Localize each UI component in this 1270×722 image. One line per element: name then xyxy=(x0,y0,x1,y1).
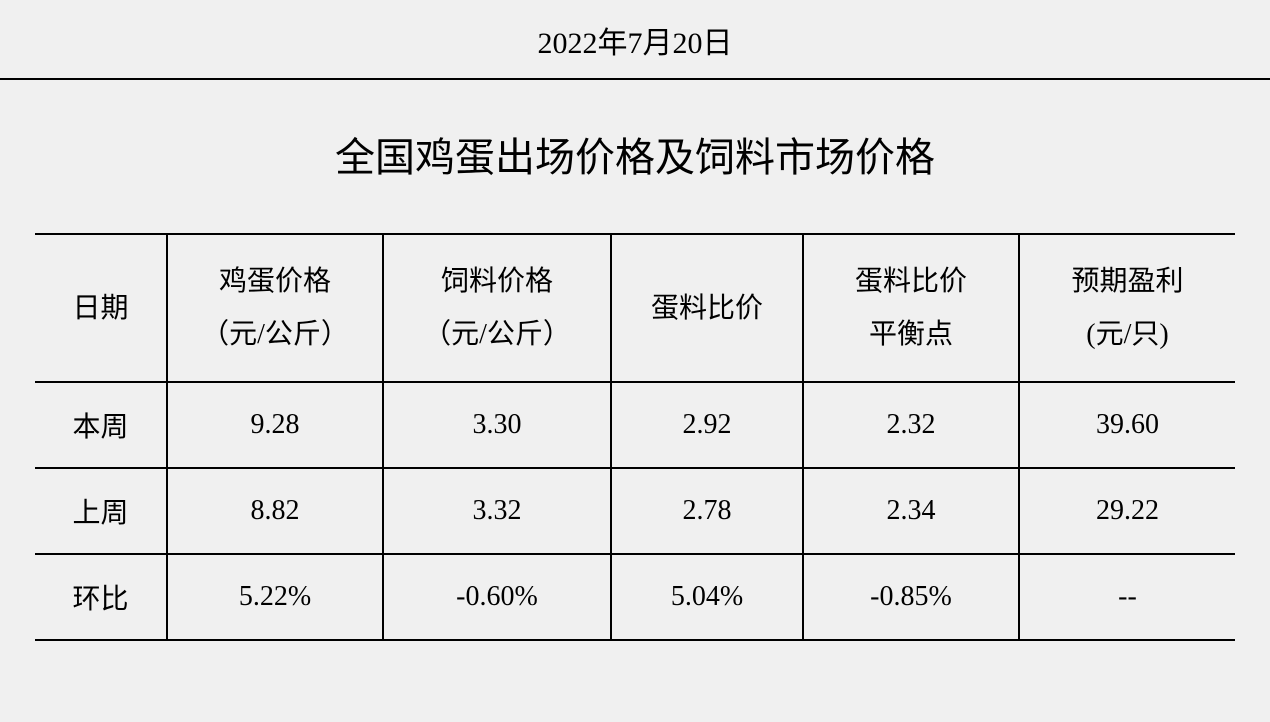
cell-feed-price: -0.60% xyxy=(383,554,611,640)
table-row: 上周 8.82 3.32 2.78 2.34 29.22 xyxy=(35,468,1235,554)
cell-ratio: 5.04% xyxy=(611,554,803,640)
cell-profit: 39.60 xyxy=(1019,382,1235,468)
col-header-feed-price: 饲料价格 （元/公斤） xyxy=(383,234,611,382)
col-header-egg-price: 鸡蛋价格 （元/公斤） xyxy=(167,234,383,382)
cell-egg-price: 8.82 xyxy=(167,468,383,554)
header-label: 蛋料比价 xyxy=(651,293,763,324)
table-row: 环比 5.22% -0.60% 5.04% -0.85% -- xyxy=(35,554,1235,640)
col-header-profit: 预期盈利 (元/只) xyxy=(1019,234,1235,382)
cell-balance: 2.32 xyxy=(803,382,1019,468)
header-label-line2: (元/只) xyxy=(1086,319,1168,350)
cell-profit: -- xyxy=(1019,554,1235,640)
header-label-line1: 鸡蛋价格 xyxy=(219,266,331,297)
header-label-line2: （元/公斤） xyxy=(201,319,349,350)
cell-balance: 2.34 xyxy=(803,468,1019,554)
page-title: 全国鸡蛋出场价格及饲料市场价格 xyxy=(0,80,1270,233)
cell-egg-price: 5.22% xyxy=(167,554,383,640)
col-header-balance: 蛋料比价 平衡点 xyxy=(803,234,1019,382)
header-label-line1: 饲料价格 xyxy=(441,266,553,297)
cell-egg-price: 9.28 xyxy=(167,382,383,468)
header-label-line1: 蛋料比价 xyxy=(855,266,967,297)
price-table: 日期 鸡蛋价格 （元/公斤） 饲料价格 （元/公斤） 蛋料比价 蛋料比价 平衡点 xyxy=(35,233,1235,641)
cell-feed-price: 3.32 xyxy=(383,468,611,554)
row-label: 环比 xyxy=(35,554,167,640)
col-header-ratio: 蛋料比价 xyxy=(611,234,803,382)
header-label-line2: （元/公斤） xyxy=(423,319,571,350)
table-header-row: 日期 鸡蛋价格 （元/公斤） 饲料价格 （元/公斤） 蛋料比价 蛋料比价 平衡点 xyxy=(35,234,1235,382)
cell-ratio: 2.92 xyxy=(611,382,803,468)
table-row: 本周 9.28 3.30 2.92 2.32 39.60 xyxy=(35,382,1235,468)
date-header: 2022年7月20日 xyxy=(0,0,1270,80)
cell-ratio: 2.78 xyxy=(611,468,803,554)
cell-profit: 29.22 xyxy=(1019,468,1235,554)
row-label: 上周 xyxy=(35,468,167,554)
header-label-line1: 预期盈利 xyxy=(1071,266,1183,297)
col-header-date: 日期 xyxy=(35,234,167,382)
table-container: 日期 鸡蛋价格 （元/公斤） 饲料价格 （元/公斤） 蛋料比价 蛋料比价 平衡点 xyxy=(0,233,1270,641)
header-label-line2: 平衡点 xyxy=(869,319,953,350)
cell-balance: -0.85% xyxy=(803,554,1019,640)
cell-feed-price: 3.30 xyxy=(383,382,611,468)
header-label: 日期 xyxy=(72,293,128,324)
row-label: 本周 xyxy=(35,382,167,468)
